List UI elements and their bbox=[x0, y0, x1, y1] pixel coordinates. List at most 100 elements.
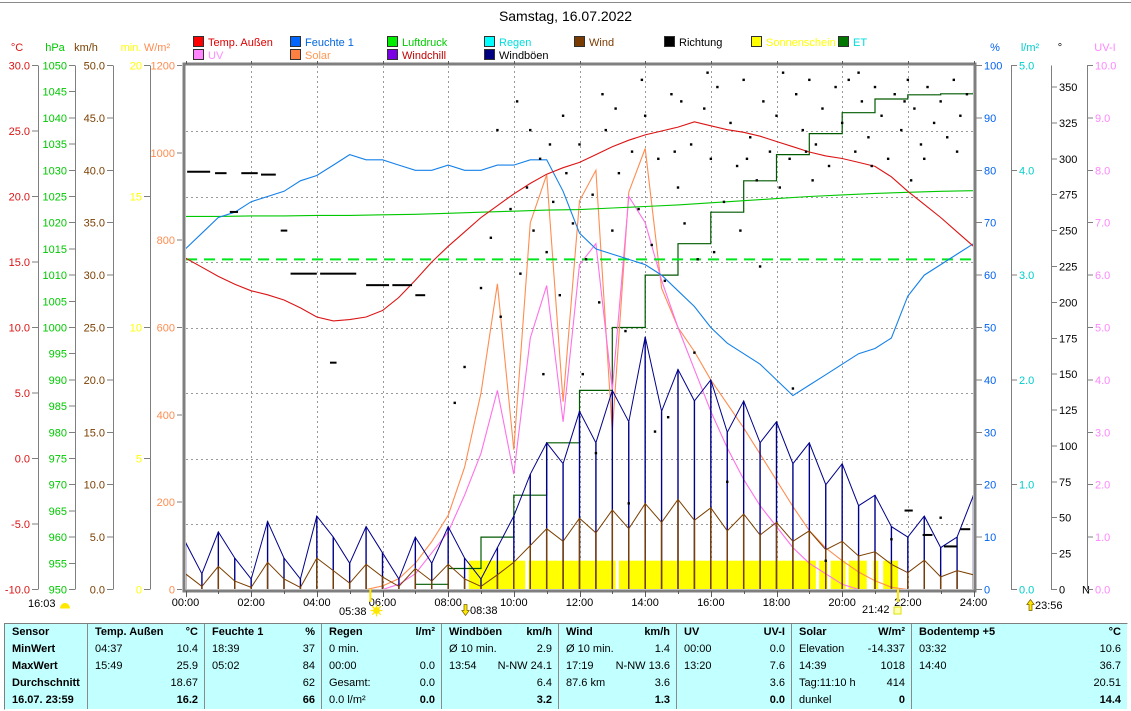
table-cell: 00:00 0.0 bbox=[322, 658, 442, 675]
legend-swatch bbox=[484, 49, 495, 60]
tick-label: 1000 bbox=[151, 148, 175, 160]
series-richtung bbox=[261, 173, 276, 176]
axis-unit-deg: ° bbox=[1058, 42, 1062, 54]
series-richtung bbox=[926, 85, 929, 89]
series-richtung bbox=[392, 284, 413, 287]
cell-label: 05:02 bbox=[212, 660, 240, 672]
series-richtung bbox=[860, 100, 864, 103]
axis-temp: -10.0 -5.0 0.0 5.0 10.0 15.0 20.0 25.0 30.0 bbox=[5, 61, 39, 597]
cell-value: 3.2 bbox=[536, 694, 552, 706]
row-label: MinWert bbox=[12, 643, 56, 655]
tick-label: 20 bbox=[984, 480, 996, 492]
cell-value: 10.6 bbox=[1099, 643, 1121, 655]
marker-moonrise2: 23:56 bbox=[1026, 598, 1063, 612]
series-richtung bbox=[666, 416, 670, 419]
cell-value: -14.337 bbox=[867, 643, 905, 655]
tick-label: 1200 bbox=[151, 61, 175, 73]
tick-label: 60 bbox=[984, 270, 996, 282]
series-richtung bbox=[768, 150, 772, 153]
tick-label: 70 bbox=[984, 218, 996, 230]
marker-time: 23:56 bbox=[1035, 600, 1063, 612]
tick-label: 22:00 bbox=[894, 597, 922, 609]
tick-label: 75 bbox=[1059, 477, 1071, 489]
legend-label: Windchill bbox=[402, 50, 447, 62]
tick-label: 1010 bbox=[43, 270, 67, 282]
series-richtung bbox=[932, 121, 936, 125]
series-richtung bbox=[680, 100, 683, 103]
cell-value: 0.0 bbox=[419, 660, 435, 672]
tick-label: 985 bbox=[49, 401, 67, 413]
table-cell: Elevation -14.337 bbox=[792, 641, 912, 658]
cell-label: 0 min. bbox=[329, 643, 359, 655]
cell-value: 16.2 bbox=[176, 694, 198, 706]
sunset-tick bbox=[896, 589, 899, 602]
column-name: Wind bbox=[566, 626, 593, 638]
weather-chart: -10.0-5.00.05.010.015.020.025.030.095095… bbox=[5, 42, 1117, 609]
tick-label: 45.0 bbox=[84, 113, 105, 125]
tick-label: 5.0 bbox=[90, 532, 105, 544]
marker-time: 05:38 bbox=[339, 606, 367, 618]
tick-label: 0.0 bbox=[15, 454, 30, 466]
series-richtung bbox=[624, 329, 627, 333]
table-cell: 3.2 bbox=[442, 692, 559, 709]
tick-label: 12:00 bbox=[566, 597, 594, 609]
tick-label: 30.0 bbox=[84, 270, 105, 282]
column-name: Bodentemp +5 bbox=[919, 626, 996, 638]
legend-item-feuchte-1: Feuchte 1 bbox=[290, 36, 354, 49]
cell-label: 14:39 bbox=[799, 660, 827, 672]
table-column-uv: UV UV-I 00:00 0.0 13:20 7.6 3.6 0.0 bbox=[676, 624, 792, 709]
table-cell: Gesamt: 0.0 bbox=[322, 675, 442, 692]
series-layer bbox=[186, 71, 973, 589]
cell-label: 14:40 bbox=[919, 660, 947, 672]
series-richtung bbox=[453, 401, 456, 405]
series-richtung bbox=[913, 107, 916, 110]
series-sonnenschein bbox=[883, 560, 898, 589]
series-richtung bbox=[904, 509, 913, 512]
legend-item-uv: UV bbox=[193, 49, 223, 62]
series-richtung bbox=[479, 286, 483, 290]
axis-lm2: 0.0 1.0 2.0 3.0 4.0 5.0 bbox=[1011, 61, 1034, 597]
series-sonnenschein bbox=[528, 560, 616, 589]
legend-label: Sonnenschein bbox=[766, 37, 836, 49]
tick-label: 0.0 bbox=[1095, 585, 1110, 597]
tick-label: 4.0 bbox=[1019, 165, 1034, 177]
tick-label: 1005 bbox=[43, 296, 67, 308]
cell-label: Ø 10 min. bbox=[566, 643, 614, 655]
series-richtung bbox=[499, 315, 502, 318]
tick-label: 990 bbox=[49, 375, 67, 387]
series-richtung bbox=[657, 157, 660, 161]
legend-label: Temp. Außen bbox=[208, 37, 273, 49]
cell-label: 0.0 l/m² bbox=[329, 694, 366, 706]
column-name: Solar bbox=[799, 626, 827, 638]
series-richtung bbox=[801, 128, 804, 132]
series-richtung bbox=[617, 171, 621, 175]
legend-label: Solar bbox=[305, 50, 331, 62]
tick-label: 0 bbox=[136, 585, 142, 597]
cell-value: 0.0 bbox=[419, 677, 435, 689]
legend-swatch bbox=[484, 36, 495, 47]
series-wind bbox=[186, 498, 973, 589]
legend-swatch bbox=[664, 36, 675, 47]
tick-label: -10.0 bbox=[5, 585, 30, 597]
series-richtung bbox=[598, 301, 601, 304]
series-richtung bbox=[693, 351, 696, 354]
cell-label: 13:20 bbox=[684, 660, 712, 672]
series-richtung bbox=[515, 100, 519, 103]
series-richtung bbox=[670, 93, 673, 96]
tick-label: 960 bbox=[49, 532, 67, 544]
legend-item-sonnenschein: Sonnenschein bbox=[751, 36, 836, 49]
series-richtung bbox=[778, 186, 781, 189]
sun-icon bbox=[370, 604, 383, 618]
plot-border bbox=[182, 62, 977, 593]
table-column-bodentemp-5: Bodentemp +5 °C 03:32 10.6 14:40 36.7 20.51 14.… bbox=[911, 624, 1128, 709]
table-cell: Ø 10 min. 2.9 bbox=[442, 641, 559, 658]
tick-label: °C bbox=[11, 42, 23, 54]
tick-label: W/m² bbox=[144, 42, 171, 54]
series-richtung bbox=[722, 200, 726, 204]
x-axis: 00:00 02:00 04:00 06:00 08:00 10:00 12:00 14:00… bbox=[172, 61, 987, 609]
column-unit: °C bbox=[185, 626, 198, 638]
legend-item-windb-en: Windböen bbox=[484, 49, 549, 62]
tick-label: 10.0 bbox=[84, 480, 105, 492]
tick-label: 50 bbox=[1059, 513, 1071, 525]
series-richtung bbox=[755, 179, 758, 182]
